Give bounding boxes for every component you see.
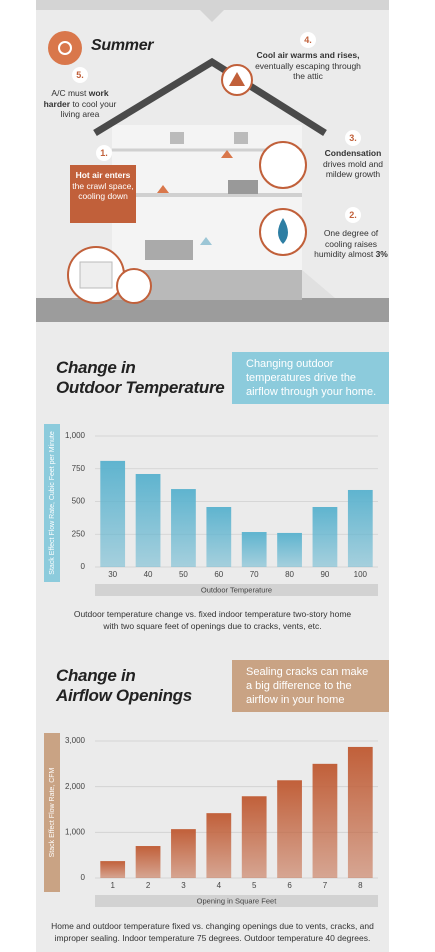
callout-part: work harder bbox=[43, 88, 111, 109]
y-tick-label: 250 bbox=[72, 529, 86, 538]
callout-part: to cool your living area bbox=[60, 98, 119, 120]
y-tick-label: 500 bbox=[72, 497, 86, 506]
bar bbox=[312, 763, 338, 878]
bar bbox=[135, 846, 161, 878]
y-axis-label: Stack Effect Flow Rate, CFM bbox=[49, 767, 56, 857]
crack-circle bbox=[116, 268, 152, 304]
chart-caption: Home and outdoor temperature fixed vs. c… bbox=[51, 921, 374, 943]
chart-caption: Outdoor temperature change vs. fixed ind… bbox=[73, 609, 352, 631]
callout-part: Cool air warms and rises, bbox=[256, 50, 360, 60]
y-tick-label: 1,000 bbox=[65, 827, 86, 836]
sun-icon bbox=[58, 41, 72, 55]
sun-badge bbox=[48, 31, 82, 65]
callout-text: Condensation drives mold and mildew grow… bbox=[314, 148, 392, 180]
bar bbox=[347, 746, 373, 878]
callout-part: Condensation bbox=[324, 148, 382, 158]
section-title: Summer bbox=[91, 37, 154, 54]
callout-part: eventually escaping through the attic bbox=[255, 50, 364, 82]
callout-part: A/C must bbox=[51, 88, 89, 98]
y-tick-label: 750 bbox=[72, 464, 86, 473]
arrow-up bbox=[200, 237, 212, 245]
callout-part: Hot air enters bbox=[75, 170, 131, 180]
arrow-up bbox=[157, 185, 169, 193]
bar bbox=[277, 780, 302, 878]
bar bbox=[171, 829, 196, 878]
bar bbox=[135, 473, 161, 567]
x-tick-label: 1 bbox=[110, 881, 115, 890]
x-label-strip bbox=[95, 895, 378, 907]
top-notch bbox=[200, 10, 224, 22]
x-tick-label: 80 bbox=[285, 570, 294, 579]
callout-number: 3. bbox=[345, 130, 361, 146]
x-tick-label: 6 bbox=[287, 881, 292, 890]
bar bbox=[241, 796, 267, 878]
x-tick-label: 100 bbox=[354, 570, 368, 579]
arrow-up bbox=[221, 150, 233, 158]
x-tick-label: 4 bbox=[217, 881, 222, 890]
callout-text: Hot air enters the crawl space, cooling … bbox=[70, 170, 136, 202]
callout-part: One degree of cooling raises humidity al… bbox=[314, 228, 381, 259]
callout-box bbox=[70, 165, 136, 223]
chart-title: Change in Airflow Openings bbox=[56, 666, 192, 705]
bar bbox=[312, 507, 338, 567]
bar bbox=[206, 507, 232, 567]
chart-title: Change in Outdoor Temperature bbox=[56, 358, 225, 397]
box bbox=[234, 132, 248, 144]
bar bbox=[206, 813, 232, 878]
callout-part: the crawl space, cooling down bbox=[72, 170, 137, 202]
attic-arrow bbox=[229, 72, 245, 86]
bar bbox=[171, 489, 196, 567]
box bbox=[170, 132, 184, 144]
y-label-strip bbox=[44, 733, 60, 892]
callout-text: A/C must work harder to cool your living… bbox=[40, 88, 120, 120]
callout-part: drives mold and mildew growth bbox=[322, 148, 386, 180]
roof bbox=[93, 57, 327, 136]
callout-number: 1. bbox=[96, 145, 112, 161]
callout-number: 5. bbox=[72, 67, 88, 83]
x-axis-label: Outdoor Temperature bbox=[201, 585, 272, 594]
y-tick-label: 3,000 bbox=[65, 736, 86, 745]
callout-part: 3% bbox=[375, 249, 388, 259]
y-tick-label: 0 bbox=[81, 873, 86, 882]
sofa bbox=[145, 240, 193, 260]
y-label-strip bbox=[44, 424, 60, 582]
y-tick-label: 0 bbox=[81, 562, 86, 571]
vent bbox=[79, 261, 113, 289]
y-tick-label: 2,000 bbox=[65, 782, 86, 791]
steps bbox=[302, 270, 335, 298]
bed bbox=[228, 180, 258, 194]
chart-note: Sealing cracks can make a big difference… bbox=[232, 660, 389, 712]
x-tick-label: 60 bbox=[214, 570, 223, 579]
y-axis-label: Stack Effect Flow Rate, Cubic Feet per M… bbox=[49, 431, 56, 575]
y-tick-label: 1,000 bbox=[65, 431, 86, 440]
bar bbox=[241, 532, 267, 567]
x-tick-label: 8 bbox=[358, 881, 363, 890]
callout-number: 4. bbox=[300, 32, 316, 48]
x-tick-label: 7 bbox=[323, 881, 328, 890]
bar bbox=[347, 489, 373, 567]
x-tick-label: 90 bbox=[320, 570, 329, 579]
x-tick-label: 40 bbox=[144, 570, 153, 579]
x-axis-label: Opening in Square Feet bbox=[197, 896, 278, 905]
bar bbox=[277, 532, 302, 567]
bar bbox=[100, 460, 126, 567]
callout-text: One degree of cooling raises humidity al… bbox=[312, 228, 390, 260]
x-tick-label: 5 bbox=[252, 881, 257, 890]
x-tick-label: 3 bbox=[181, 881, 186, 890]
x-tick-label: 70 bbox=[250, 570, 259, 579]
bar bbox=[100, 861, 126, 878]
chart-note: Changing outdoor temperatures drive the … bbox=[232, 352, 389, 404]
x-tick-label: 2 bbox=[146, 881, 151, 890]
drop bbox=[278, 218, 288, 244]
callout-number: 2. bbox=[345, 207, 361, 223]
x-label-strip bbox=[95, 584, 378, 596]
x-tick-label: 50 bbox=[179, 570, 188, 579]
mold-circle bbox=[259, 141, 307, 189]
top-band bbox=[36, 0, 389, 10]
x-tick-label: 30 bbox=[108, 570, 117, 579]
callout-text: Cool air warms and rises, eventually esc… bbox=[252, 50, 364, 82]
